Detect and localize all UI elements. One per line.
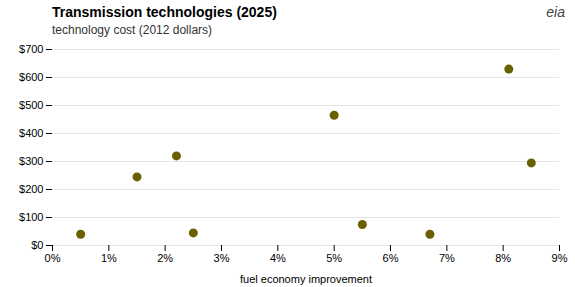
svg-text:fuel economy improvement: fuel economy improvement: [240, 273, 372, 285]
svg-text:7%: 7%: [439, 252, 455, 264]
svg-text:$100: $100: [19, 211, 43, 223]
svg-text:4%: 4%: [270, 252, 286, 264]
svg-text:3%: 3%: [214, 252, 230, 264]
svg-text:$500: $500: [19, 99, 43, 111]
svg-text:$600: $600: [19, 71, 43, 83]
svg-text:8%: 8%: [495, 252, 511, 264]
html-text:eia: eia: [546, 4, 565, 20]
svg-text:1%: 1%: [101, 252, 117, 264]
svg-text:2%: 2%: [157, 252, 173, 264]
svg-text:$700: $700: [19, 43, 43, 55]
svg-text:$200: $200: [19, 183, 43, 195]
svg-text:6%: 6%: [383, 252, 399, 264]
svg-text:$0: $0: [31, 239, 43, 251]
svg-text:5%: 5%: [326, 252, 342, 264]
svg-text:$300: $300: [19, 155, 43, 167]
html-text:technology cost (2012 dollars): technology cost (2012 dollars): [52, 23, 213, 37]
svg-text:$400: $400: [19, 127, 43, 139]
html-text:Transmission technologies (202: Transmission technologies (2025): [52, 4, 277, 20]
svg-text:9%: 9%: [552, 252, 568, 264]
svg-text:0%: 0%: [45, 252, 61, 264]
